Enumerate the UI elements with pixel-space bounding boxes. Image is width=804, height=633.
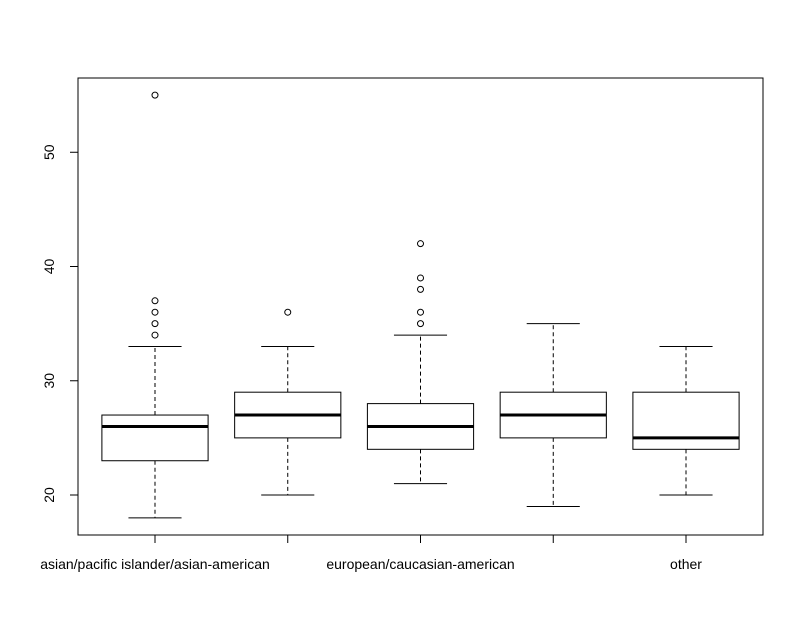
outlier-point-0-3 — [151, 297, 159, 305]
box-group-0 — [101, 91, 209, 519]
x-tick-label-0: asian/pacific islander/asian-american — [40, 556, 270, 572]
outlier-point-2-1 — [417, 308, 424, 316]
box-0 — [101, 414, 209, 462]
outlier-point-2-2 — [417, 285, 424, 293]
outlier-point-0-1 — [151, 320, 159, 328]
outlier-point-0-0 — [151, 331, 159, 339]
x-axis: asian/pacific islander/asian-american eur… — [40, 534, 702, 572]
box-group-4 — [632, 345, 740, 496]
box-4 — [632, 391, 740, 450]
y-tick-label-50: 50 — [41, 144, 57, 160]
box-group-2 — [366, 240, 475, 485]
outlier-point-0-2 — [151, 308, 159, 316]
x-tick-label-4: other — [670, 556, 702, 572]
outlier-point-2-4 — [417, 240, 424, 248]
box-group-1 — [234, 308, 342, 496]
y-axis: 20 30 40 50 — [41, 144, 79, 503]
outlier-point-2-3 — [417, 274, 424, 282]
outlier-point-1-0 — [284, 308, 292, 316]
x-tick-label-2: european/caucasian-american — [326, 556, 514, 572]
y-tick-label-40: 40 — [41, 259, 57, 275]
box-group-3 — [499, 323, 607, 507]
y-tick-label-20: 20 — [41, 487, 57, 503]
outlier-point-0-4 — [151, 91, 159, 99]
outlier-point-2-0 — [417, 320, 424, 328]
boxes-group — [101, 91, 740, 519]
y-tick-label-30: 30 — [41, 373, 57, 389]
